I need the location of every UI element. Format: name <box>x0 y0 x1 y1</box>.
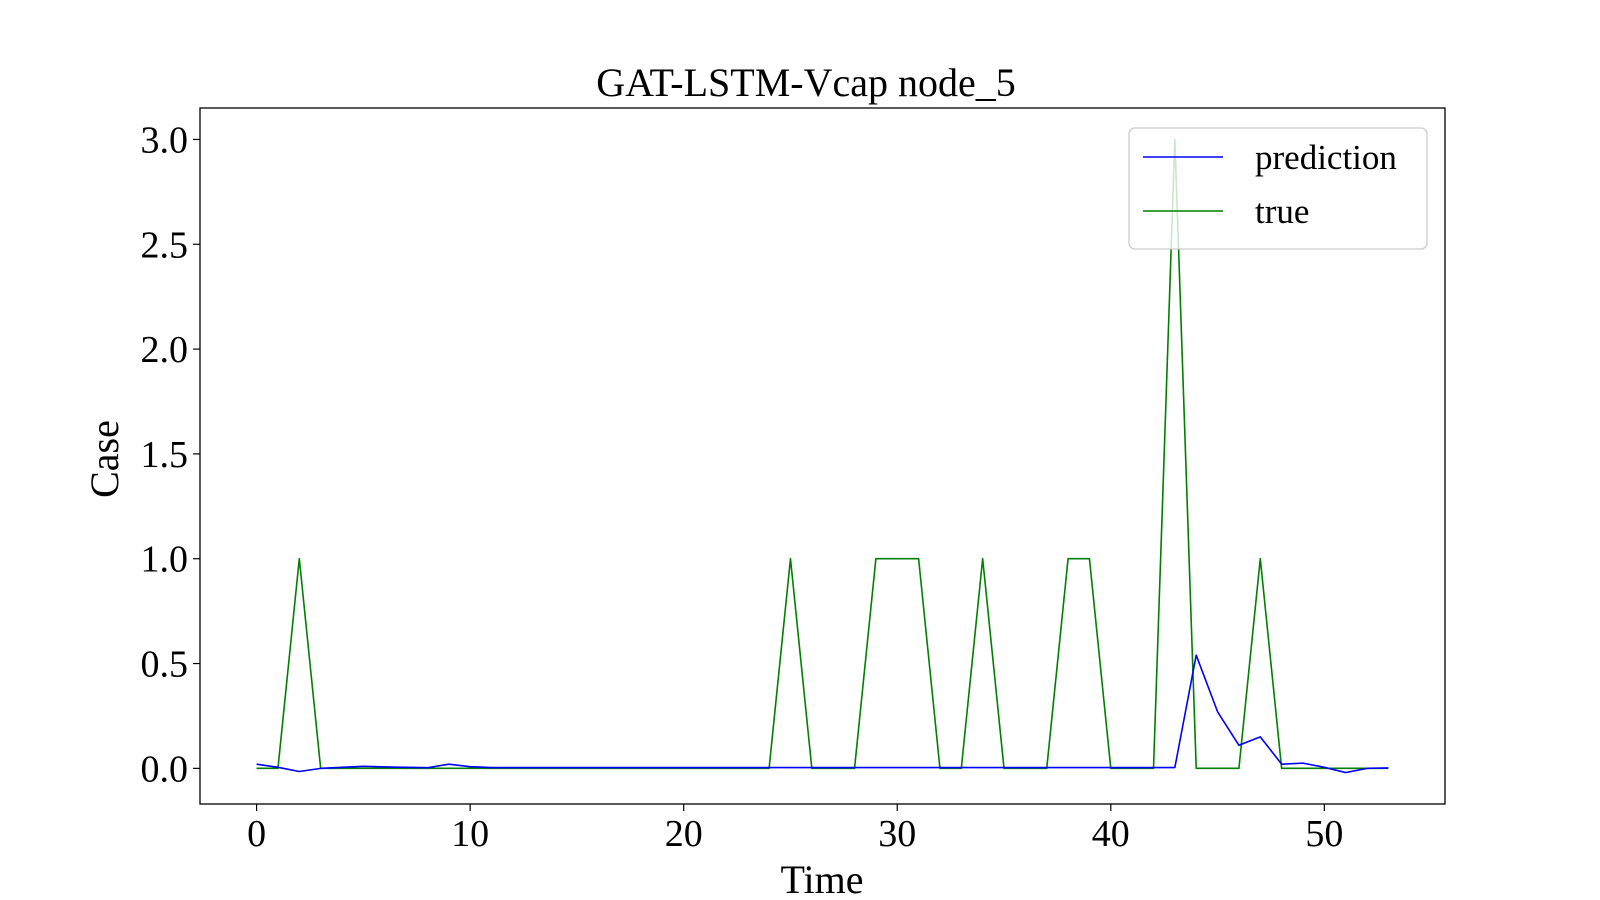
x-tick-label: 50 <box>1305 813 1343 855</box>
x-tick-label: 40 <box>1092 813 1130 855</box>
y-tick-label: 3.0 <box>141 119 189 161</box>
legend-label-true: true <box>1255 192 1309 231</box>
plot-frame <box>199 107 1446 805</box>
y-tick-label: 1.0 <box>141 539 189 581</box>
x-tick-label: 30 <box>878 813 916 855</box>
x-tick-label: 0 <box>247 813 266 855</box>
y-tick-label: 2.5 <box>141 224 189 266</box>
y-tick-label: 1.5 <box>141 434 189 476</box>
series-line-prediction <box>256 654 1389 774</box>
y-axis-label: Case <box>82 420 127 498</box>
y-axis: 0.0 0.5 1.0 1.5 2.0 2.5 3.0 <box>141 119 200 790</box>
y-tick-label: 2.0 <box>141 329 189 371</box>
y-tick-label: 0.0 <box>141 748 189 790</box>
legend-label-prediction: prediction <box>1255 138 1397 177</box>
y-tick-label: 0.5 <box>141 644 189 686</box>
legend: prediction true <box>1128 127 1428 250</box>
x-axis: 0 10 20 30 40 50 <box>247 804 1343 855</box>
x-axis-label: Time <box>780 857 863 900</box>
legend-box <box>1128 127 1428 250</box>
x-tick-label: 20 <box>665 813 703 855</box>
plot-area <box>256 138 1389 774</box>
x-tick-label: 10 <box>451 813 489 855</box>
chart-title: GAT-LSTM-Vcap node_5 <box>596 60 1016 105</box>
series-line-true <box>256 138 1389 770</box>
